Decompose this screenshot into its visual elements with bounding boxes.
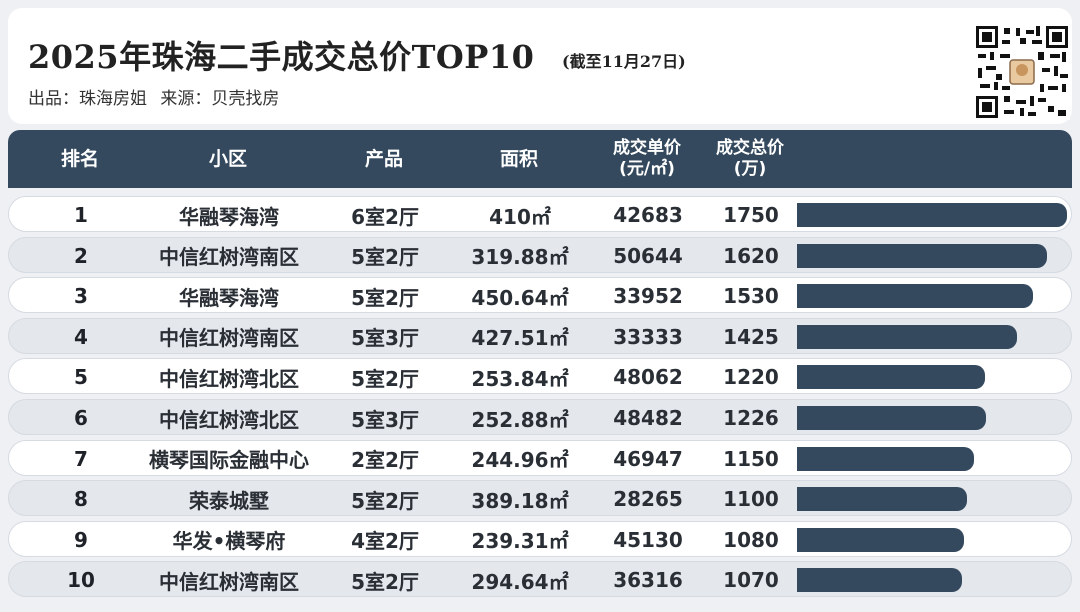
total-price-bar (797, 487, 967, 512)
credit-source: 来源：贝壳找房 (160, 89, 280, 109)
total-price-cell: 1080 (723, 527, 779, 552)
area-cell: 427.51㎡ (471, 326, 569, 351)
total-price-bar (797, 406, 986, 430)
unit-price-cell: 33952 (613, 284, 683, 309)
table-row: 7 横琴国际金融中心 2室2厅 244.96㎡ 46947 1150 (8, 439, 1072, 476)
table-row: 10 中信红树湾南区 5室2厅 294.64㎡ 36316 1070 (8, 561, 1072, 598)
area-cell: 319.88㎡ (471, 245, 569, 270)
col-header-unit-price-line1: 成交单价 (613, 138, 681, 158)
rank-cell: 5 (74, 365, 88, 390)
community-cell: 中信红树湾北区 (159, 407, 299, 432)
total-price-cell: 1226 (723, 406, 779, 430)
community-cell: 荣泰城墅 (189, 488, 269, 513)
community-cell: 中信红树湾南区 (159, 326, 299, 351)
table-row: 2 中信红树湾南区 5室2厅 319.88㎡ 50644 1620 (8, 236, 1072, 273)
col-header-community: 小区 (208, 148, 247, 170)
unit-price-cell: 42683 (613, 203, 683, 227)
total-price-cell: 1070 (723, 568, 779, 593)
rank-cell: 9 (74, 527, 88, 552)
chart-title: 2025年珠海二手成交总价TOP10 (28, 38, 535, 76)
total-price-bar (797, 324, 1017, 349)
total-price-cell: 1220 (723, 365, 779, 390)
layout-cell: 5室3厅 (351, 326, 419, 351)
table-row: 8 荣泰城墅 5室2厅 389.18㎡ 28265 1100 (8, 480, 1072, 517)
layout-cell: 6室2厅 (351, 204, 419, 229)
table-row: 5 中信红树湾北区 5室2厅 253.84㎡ 48062 1220 (8, 358, 1072, 395)
community-cell: 中信红树湾南区 (159, 245, 299, 270)
total-price-bar (797, 527, 964, 552)
qr-code-icon (974, 24, 1070, 120)
layout-cell: 5室2厅 (351, 569, 419, 594)
community-cell: 中信红树湾南区 (159, 569, 299, 594)
area-cell: 410㎡ (489, 204, 551, 229)
rank-cell: 8 (74, 487, 88, 512)
total-price-cell: 1530 (723, 284, 779, 309)
table-row: 3 华融琴海湾 5室2厅 450.64㎡ 33952 1530 (8, 277, 1072, 314)
community-cell: 华融琴海湾 (179, 285, 279, 310)
credit-by: 出品：珠海房姐 (28, 89, 147, 109)
table-header: 排名 小区 产品 面积 成交单价 (元/㎡) 成交总价 (万) (8, 130, 1072, 188)
total-price-bar (797, 243, 1047, 268)
col-header-total: 成交总价 (万) (702, 130, 798, 188)
layout-cell: 2室2厅 (351, 448, 419, 473)
area-cell: 252.88㎡ (471, 407, 569, 432)
layout-cell: 5室2厅 (351, 245, 419, 270)
col-header-total-line2: (万) (733, 159, 767, 179)
layout-cell: 4室2厅 (351, 529, 419, 554)
total-price-cell: 1100 (723, 487, 779, 512)
layout-cell: 5室2厅 (351, 488, 419, 513)
col-header-area: 面积 (499, 148, 538, 170)
total-price-cell: 1750 (723, 203, 779, 227)
area-cell: 294.64㎡ (471, 569, 569, 594)
total-price-bar (797, 568, 962, 593)
table-row: 4 中信红树湾南区 5室3厅 427.51㎡ 33333 1425 (8, 317, 1072, 354)
chart-subtitle: (截至11月27日) (562, 52, 686, 71)
area-cell: 389.18㎡ (471, 488, 569, 513)
col-header-unit-price-line2: (元/㎡) (619, 159, 675, 179)
area-cell: 253.84㎡ (471, 366, 569, 391)
col-header-unit-price: 成交单价 (元/㎡) (592, 130, 702, 188)
col-header-total-line1: 成交总价 (716, 138, 784, 158)
total-price-bar (797, 203, 1067, 227)
unit-price-cell: 33333 (613, 324, 683, 349)
rank-cell: 1 (74, 203, 88, 227)
unit-price-cell: 36316 (613, 568, 683, 593)
unit-price-cell: 28265 (613, 487, 683, 512)
col-header-rank: 排名 (60, 148, 99, 170)
area-cell: 244.96㎡ (471, 448, 569, 473)
unit-price-cell: 45130 (613, 527, 683, 552)
community-cell: 华发•横琴府 (172, 529, 286, 554)
credit-line: 出品：珠海房姐 来源：贝壳找房 (28, 84, 287, 109)
rank-cell: 10 (67, 568, 95, 593)
total-price-bar (797, 446, 974, 471)
rank-cell: 3 (74, 284, 88, 309)
total-price-cell: 1150 (723, 446, 779, 471)
ranking-table: 排名 小区 产品 面积 成交单价 (元/㎡) 成交总价 (万) 1 华融琴海湾 6室… (8, 130, 1072, 606)
unit-price-cell: 48062 (613, 365, 683, 390)
table-row: 6 中信红树湾北区 5室3厅 252.88㎡ 48482 1226 (8, 399, 1072, 435)
unit-price-cell: 50644 (613, 243, 683, 268)
community-cell: 中信红树湾北区 (159, 366, 299, 391)
total-price-cell: 1425 (723, 324, 779, 349)
rank-cell: 7 (74, 446, 88, 471)
community-cell: 华融琴海湾 (179, 204, 279, 229)
col-header-layout: 产品 (364, 148, 403, 170)
area-cell: 450.64㎡ (471, 285, 569, 310)
unit-price-cell: 46947 (613, 446, 683, 471)
rank-cell: 2 (74, 243, 88, 268)
total-price-bar (797, 284, 1033, 309)
rank-cell: 4 (74, 324, 88, 349)
layout-cell: 5室2厅 (351, 366, 419, 391)
header-card: 2025年珠海二手成交总价TOP10 (截至11月27日) 出品：珠海房姐 来源… (8, 8, 1072, 124)
total-price-bar (797, 365, 985, 390)
area-cell: 239.31㎡ (471, 529, 569, 554)
unit-price-cell: 48482 (613, 406, 683, 430)
layout-cell: 5室2厅 (351, 285, 419, 310)
layout-cell: 5室3厅 (351, 407, 419, 432)
table-row: 1 华融琴海湾 6室2厅 410㎡ 42683 1750 (8, 196, 1072, 232)
rank-cell: 6 (74, 406, 88, 430)
total-price-cell: 1620 (723, 243, 779, 268)
table-row: 9 华发•横琴府 4室2厅 239.31㎡ 45130 1080 (8, 520, 1072, 557)
community-cell: 横琴国际金融中心 (149, 448, 309, 473)
